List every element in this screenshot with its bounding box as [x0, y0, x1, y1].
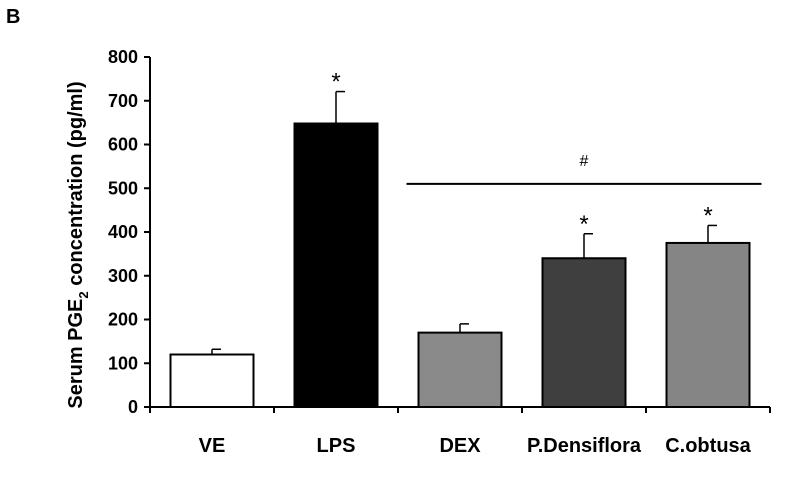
y-axis-label-subscript: 2 [76, 291, 91, 298]
significance-marker: * [703, 202, 712, 229]
bars [169, 90, 751, 408]
bar [541, 257, 627, 408]
y-tick-label: 200 [108, 310, 138, 330]
y-axis-label-suffix: concentration (pg/ml) [65, 81, 87, 291]
x-category-label: DEX [439, 435, 481, 457]
group-significance-label: # [580, 153, 589, 170]
bar [417, 331, 503, 408]
bar [665, 241, 751, 408]
bar [293, 122, 379, 408]
x-category-label: VE [199, 435, 226, 457]
y-axis-label-prefix: Serum PGE [65, 299, 87, 409]
y-tick-label: 800 [108, 47, 138, 67]
y-tick-label: 400 [108, 222, 138, 242]
bar [169, 353, 255, 408]
y-tick-label: 700 [108, 91, 138, 111]
x-category-label: LPS [317, 435, 356, 457]
y-axis-label-group: Serum PGE2 concentration (pg/ml) [65, 81, 91, 408]
significance-marker: * [579, 211, 588, 238]
significance-marker: * [331, 69, 340, 96]
annotations: VE LPS * DEX P.Densiflora * C.obtusa * # [199, 69, 762, 457]
y-axis-label: Serum PGE2 concentration (pg/ml) [65, 81, 91, 408]
x-category-label: P.Densiflora [527, 435, 642, 457]
y-tick-label: 600 [108, 135, 138, 155]
x-category-label: C.obtusa [665, 435, 751, 457]
y-tick-label: 300 [108, 266, 138, 286]
y-tick-label: 500 [108, 178, 138, 198]
panel-label: B [6, 6, 21, 28]
y-tick-label: 100 [108, 353, 138, 373]
y-tick-label: 0 [128, 397, 138, 417]
